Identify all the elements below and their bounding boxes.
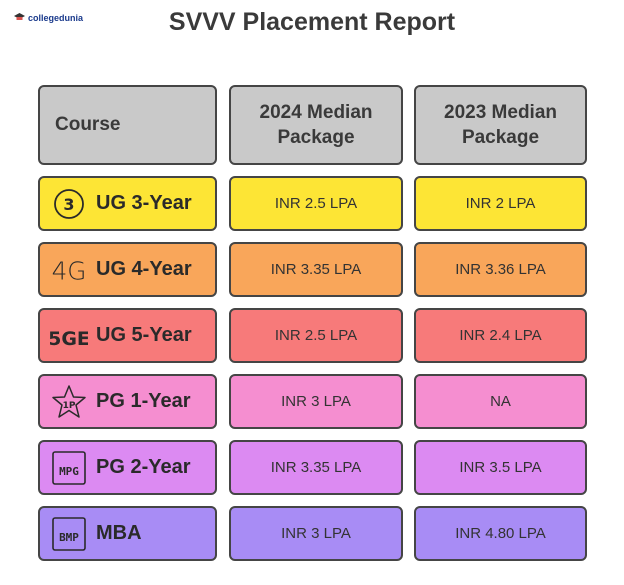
5ge-icon: 5GE bbox=[50, 318, 88, 354]
course-cell: BMP MBA bbox=[38, 506, 217, 561]
value-2023: NA bbox=[490, 393, 511, 410]
icon-label: BMP bbox=[59, 531, 79, 544]
value-2023: INR 3.36 LPA bbox=[455, 261, 546, 278]
4g-icon: 4G bbox=[50, 252, 88, 288]
value-2024-cell: INR 3 LPA bbox=[229, 374, 403, 429]
value-2024: INR 3.35 LPA bbox=[270, 459, 362, 476]
value-2023: INR 2.4 LPA bbox=[459, 327, 542, 344]
course-name: UG 3-Year bbox=[96, 192, 192, 214]
graduation-cap-icon bbox=[14, 13, 25, 20]
icon-label: 1P bbox=[63, 401, 76, 411]
value-2024-cell: INR 3.35 LPA bbox=[229, 242, 403, 297]
icon-label: MPG bbox=[59, 465, 79, 478]
course-name: PG 1-Year bbox=[96, 390, 191, 412]
value-2024: INR 3.35 LPA bbox=[270, 261, 362, 278]
course-name: MBA bbox=[96, 522, 142, 544]
star-1p-icon: 1P bbox=[50, 384, 88, 420]
header-2023-label: 2023 Median Package bbox=[444, 102, 557, 148]
course-cell: 4G UG 4-Year bbox=[38, 242, 217, 297]
value-2024-cell: INR 2.5 LPA bbox=[229, 308, 403, 363]
value-2024-cell: INR 3 LPA bbox=[229, 506, 403, 561]
value-2023: INR 2 LPA bbox=[465, 195, 536, 212]
value-2023-cell: INR 4.80 LPA bbox=[414, 506, 587, 561]
header-course: Course bbox=[38, 85, 217, 165]
header-course-label: Course bbox=[55, 114, 121, 135]
value-2024-cell: INR 2.5 LPA bbox=[229, 176, 403, 231]
course-name: UG 4-Year bbox=[96, 258, 192, 280]
value-2023: INR 4.80 LPA bbox=[455, 525, 546, 542]
header-2024-label: 2024 Median Package bbox=[259, 102, 373, 148]
icon-label: 5GE bbox=[50, 328, 88, 350]
page-title: SVVV Placement Report bbox=[168, 8, 456, 36]
brand-logo: collegedunia bbox=[14, 12, 83, 23]
course-cell: MPG PG 2-Year bbox=[38, 440, 217, 495]
icon-label: 4G bbox=[52, 256, 87, 285]
value-2024: INR 2.5 LPA bbox=[274, 195, 358, 212]
value-2024-cell: INR 3.35 LPA bbox=[229, 440, 403, 495]
value-2023-cell: INR 2 LPA bbox=[414, 176, 587, 231]
circled-3-icon: 3 bbox=[50, 186, 88, 222]
value-2023-cell: INR 2.4 LPA bbox=[414, 308, 587, 363]
course-name: PG 2-Year bbox=[96, 456, 191, 478]
value-2023-cell: INR 3.36 LPA bbox=[414, 242, 587, 297]
value-2023: INR 3.5 LPA bbox=[459, 459, 542, 476]
value-2024: INR 2.5 LPA bbox=[274, 327, 358, 344]
icon-label: 3 bbox=[63, 195, 74, 214]
course-name: UG 5-Year bbox=[96, 324, 192, 346]
course-cell: 5GE UG 5-Year bbox=[38, 308, 217, 363]
value-2023-cell: NA bbox=[414, 374, 587, 429]
course-cell: 3 UG 3-Year bbox=[38, 176, 217, 231]
brand-name: collegedunia bbox=[28, 12, 84, 23]
value-2024: INR 3 LPA bbox=[281, 393, 351, 410]
value-2023-cell: INR 3.5 LPA bbox=[414, 440, 587, 495]
course-cell: 1P PG 1-Year bbox=[38, 374, 217, 429]
header-2024: 2024 Median Package bbox=[229, 85, 403, 165]
header-2023: 2023 Median Package bbox=[414, 85, 587, 165]
value-2024: INR 3 LPA bbox=[281, 525, 351, 542]
mpg-icon: MPG bbox=[50, 450, 88, 486]
bmp-icon: BMP bbox=[50, 516, 88, 552]
